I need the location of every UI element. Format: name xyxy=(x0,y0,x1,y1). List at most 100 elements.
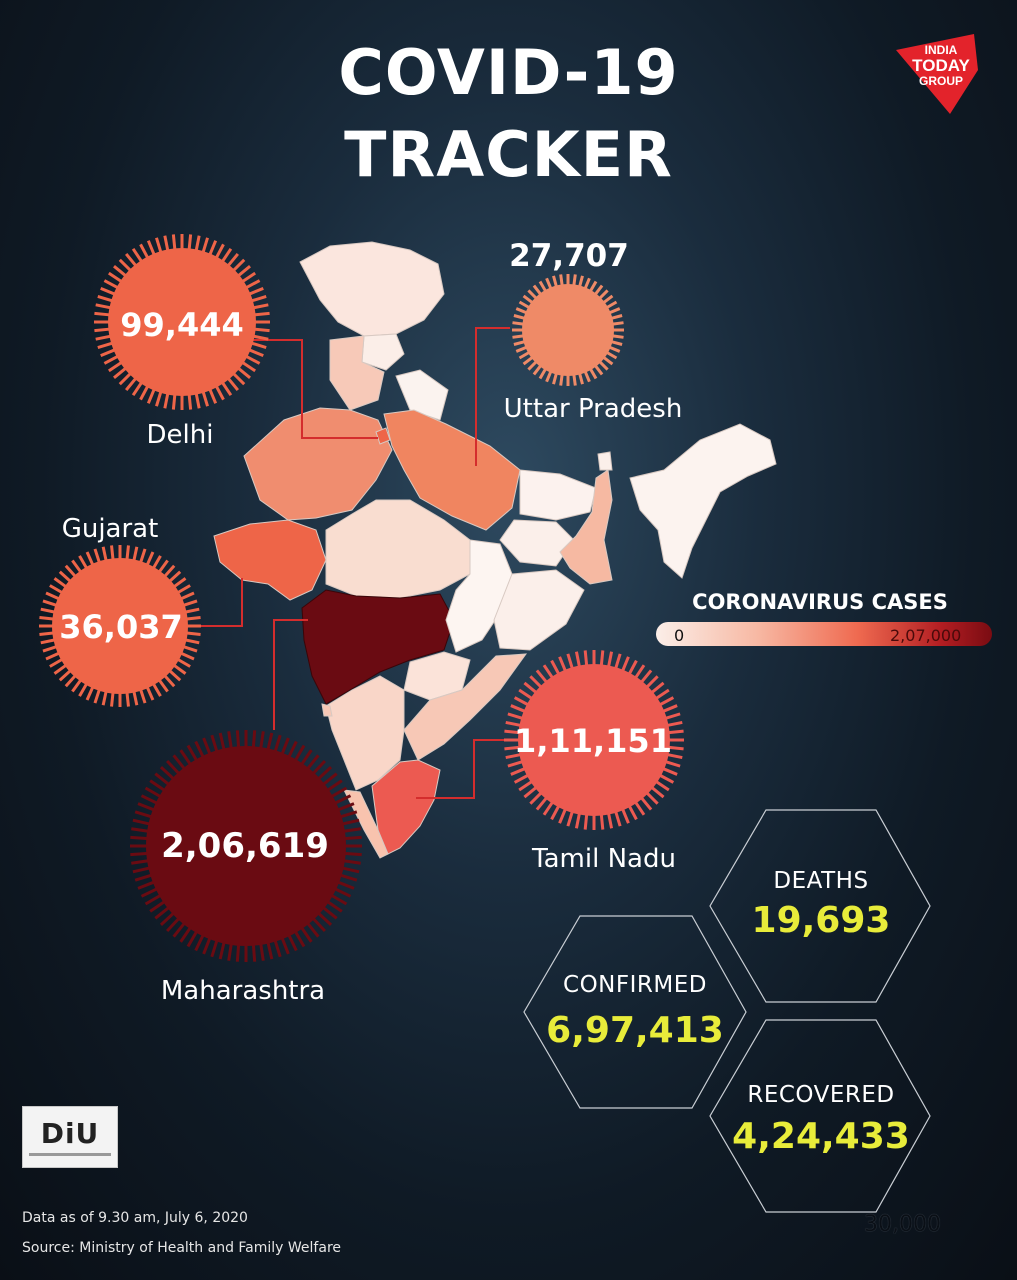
hex-confirmed xyxy=(523,915,747,1109)
burst-ray xyxy=(227,731,233,750)
burst-ray xyxy=(58,570,72,583)
burst-ray xyxy=(523,681,538,695)
burst-ray xyxy=(137,880,156,890)
burst-ray xyxy=(606,651,614,668)
burst-ray xyxy=(134,810,153,819)
burst-ray xyxy=(610,339,623,346)
burst-ray xyxy=(100,348,117,358)
burst-ray xyxy=(144,786,162,799)
burst-ray xyxy=(202,737,212,756)
burst-ray xyxy=(131,859,150,865)
burst-ray xyxy=(125,545,130,561)
brand-line-2: TODAY xyxy=(912,56,970,75)
burst-ray xyxy=(273,734,282,753)
burst-ray xyxy=(145,551,155,567)
burst-ray xyxy=(513,773,530,784)
burst-ray xyxy=(341,866,360,874)
india-map xyxy=(213,241,777,859)
burst-ray xyxy=(182,599,198,608)
burst-ray xyxy=(667,745,684,751)
burst-ray xyxy=(532,284,543,297)
burst-ray xyxy=(538,280,548,293)
burst-ray xyxy=(185,631,201,636)
diu-logo-underline xyxy=(29,1153,111,1156)
region-tamil-nadu xyxy=(371,759,441,855)
diu-logo: DiU xyxy=(22,1106,118,1168)
burst-ray xyxy=(542,800,555,816)
burst-ray xyxy=(507,760,524,768)
region-west-bengal xyxy=(559,469,613,585)
burst-ray xyxy=(95,303,112,310)
maharashtra-label: Maharashtra xyxy=(160,976,326,1006)
burst-ray xyxy=(251,943,257,962)
burst-ray xyxy=(620,807,630,824)
tamil-nadu-label: Tamil Nadu xyxy=(532,844,676,874)
burst-gujarat xyxy=(39,545,201,707)
burst-ray xyxy=(333,887,352,898)
burst-ray xyxy=(218,941,226,960)
burst-ray xyxy=(273,939,282,958)
burst-ray xyxy=(583,650,589,667)
delhi-cases: 99,444 xyxy=(120,306,244,344)
burst-ray xyxy=(330,786,348,799)
burst-ray xyxy=(601,294,614,305)
burst-ray xyxy=(210,939,219,958)
burst-ray xyxy=(333,794,352,805)
burst-ray xyxy=(103,279,120,290)
burst-ray xyxy=(266,941,274,960)
burst-ray xyxy=(220,381,233,397)
burst-ray xyxy=(58,669,72,682)
burst-ray xyxy=(214,384,225,401)
region-maharashtra xyxy=(301,589,455,705)
burst-ray xyxy=(529,675,543,689)
burst-ray xyxy=(316,911,333,926)
burst-ray xyxy=(505,752,522,760)
burst-ray xyxy=(666,752,683,760)
burst-ray xyxy=(280,737,290,756)
burst-ray xyxy=(45,591,61,601)
burst-ray xyxy=(132,690,139,706)
burst-ray xyxy=(94,327,111,333)
burst-ray xyxy=(163,674,176,688)
burst-ray xyxy=(339,810,358,819)
burst-ray xyxy=(125,253,138,268)
burst-ray xyxy=(299,926,313,943)
burst-ray xyxy=(132,818,151,826)
burst-ray xyxy=(103,354,120,365)
burst-ray xyxy=(137,802,156,812)
burst-ray xyxy=(45,651,61,661)
burst-ray xyxy=(512,321,525,326)
burst-core xyxy=(146,746,346,946)
burst-ray xyxy=(101,690,108,706)
burst-ray xyxy=(244,354,261,365)
burst-ray xyxy=(667,729,684,735)
burst-ray xyxy=(155,390,163,407)
burst-ray xyxy=(231,371,246,386)
burst-ray xyxy=(208,387,218,404)
region-jammu-kashmir xyxy=(299,241,445,337)
burst-ray xyxy=(85,551,95,567)
burst-ray xyxy=(42,644,58,653)
confirmed-label: CONFIRMED xyxy=(563,972,707,998)
burst-ray xyxy=(163,392,170,409)
burst-ray xyxy=(166,759,181,776)
gujarat-cases: 36,037 xyxy=(59,608,183,646)
region-karnataka xyxy=(325,675,405,791)
burst-ray xyxy=(259,731,265,750)
burst-ray xyxy=(522,294,535,305)
burst-ray xyxy=(94,311,111,317)
burst-ray xyxy=(515,345,528,353)
burst-ray xyxy=(599,650,605,667)
burst-ray xyxy=(179,926,193,943)
burst-ray xyxy=(339,873,358,882)
burst-ray xyxy=(159,766,176,781)
connector-lines xyxy=(196,327,520,799)
burst-ray xyxy=(627,659,638,676)
burst-ray xyxy=(184,607,200,614)
burst-ray xyxy=(138,548,147,564)
burst-ray xyxy=(78,555,89,570)
burst-ray xyxy=(326,779,343,793)
burst-ray xyxy=(241,271,257,284)
burst-ray xyxy=(118,371,133,386)
burst-ray xyxy=(132,546,139,562)
